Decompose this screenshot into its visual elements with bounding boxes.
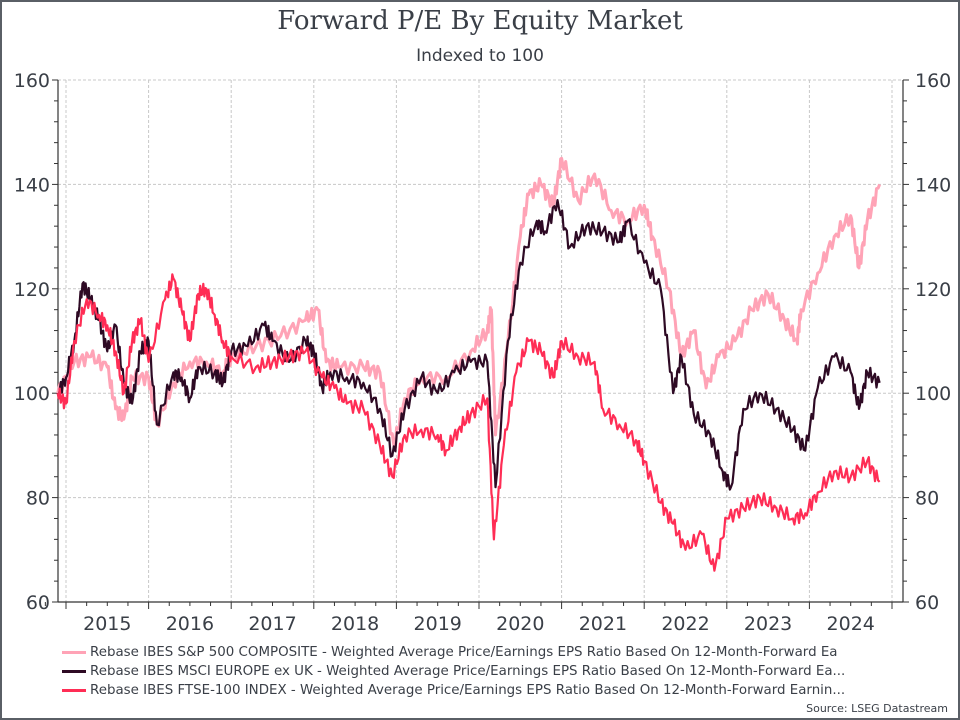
y-tick-label-right: 160 xyxy=(915,70,951,92)
series-msci-europe xyxy=(56,199,881,491)
y-tick-label-left: 80 xyxy=(26,488,50,510)
legend-item-msci-europe: Rebase IBES MSCI EUROPE ex UK - Weighted… xyxy=(62,662,958,681)
series-ftse100 xyxy=(56,273,881,572)
legend-item-sp500: Rebase IBES S&P 500 COMPOSITE - Weighted… xyxy=(62,643,958,662)
x-tick-label: 2023 xyxy=(744,613,792,635)
x-tick-label: 2022 xyxy=(661,613,709,635)
y-tick-label-right: 100 xyxy=(915,383,951,405)
legend-swatch xyxy=(62,651,86,654)
y-tick-label-left: 120 xyxy=(14,279,50,301)
x-tick-label: 2016 xyxy=(166,613,214,635)
y-tick-label-right: 80 xyxy=(915,488,939,510)
x-tick-label: 2019 xyxy=(414,613,462,635)
legend: Rebase IBES S&P 500 COMPOSITE - Weighted… xyxy=(62,643,958,700)
legend-swatch xyxy=(62,670,86,673)
y-tick-label-left: 60 xyxy=(26,592,50,614)
legend-label: Rebase IBES S&P 500 COMPOSITE - Weighted… xyxy=(90,645,838,660)
legend-label: Rebase IBES MSCI EUROPE ex UK - Weighted… xyxy=(90,664,846,679)
y-tick-label-right: 140 xyxy=(915,174,951,196)
x-tick-label: 2021 xyxy=(579,613,627,635)
y-tick-label-left: 140 xyxy=(14,174,50,196)
chart-title: Forward P/E By Equity Market xyxy=(277,6,683,36)
x-tick-label: 2018 xyxy=(331,613,379,635)
y-tick-label-left: 160 xyxy=(14,70,50,92)
x-tick-label: 2017 xyxy=(248,613,296,635)
x-tick-label: 2024 xyxy=(827,613,875,635)
series-sp500 xyxy=(56,156,881,449)
legend-swatch xyxy=(62,689,86,692)
legend-item-ftse100: Rebase IBES FTSE-100 INDEX - Weighted Av… xyxy=(62,681,958,700)
source-note: Source: LSEG Datastream xyxy=(806,702,948,715)
x-tick-label: 2020 xyxy=(496,613,544,635)
y-tick-label-left: 100 xyxy=(14,383,50,405)
x-tick-label: 2015 xyxy=(83,613,131,635)
legend-label: Rebase IBES FTSE-100 INDEX - Weighted Av… xyxy=(90,683,846,698)
y-tick-label-right: 60 xyxy=(915,592,939,614)
chart-subtitle: Indexed to 100 xyxy=(416,46,544,66)
y-tick-label-right: 120 xyxy=(915,279,951,301)
